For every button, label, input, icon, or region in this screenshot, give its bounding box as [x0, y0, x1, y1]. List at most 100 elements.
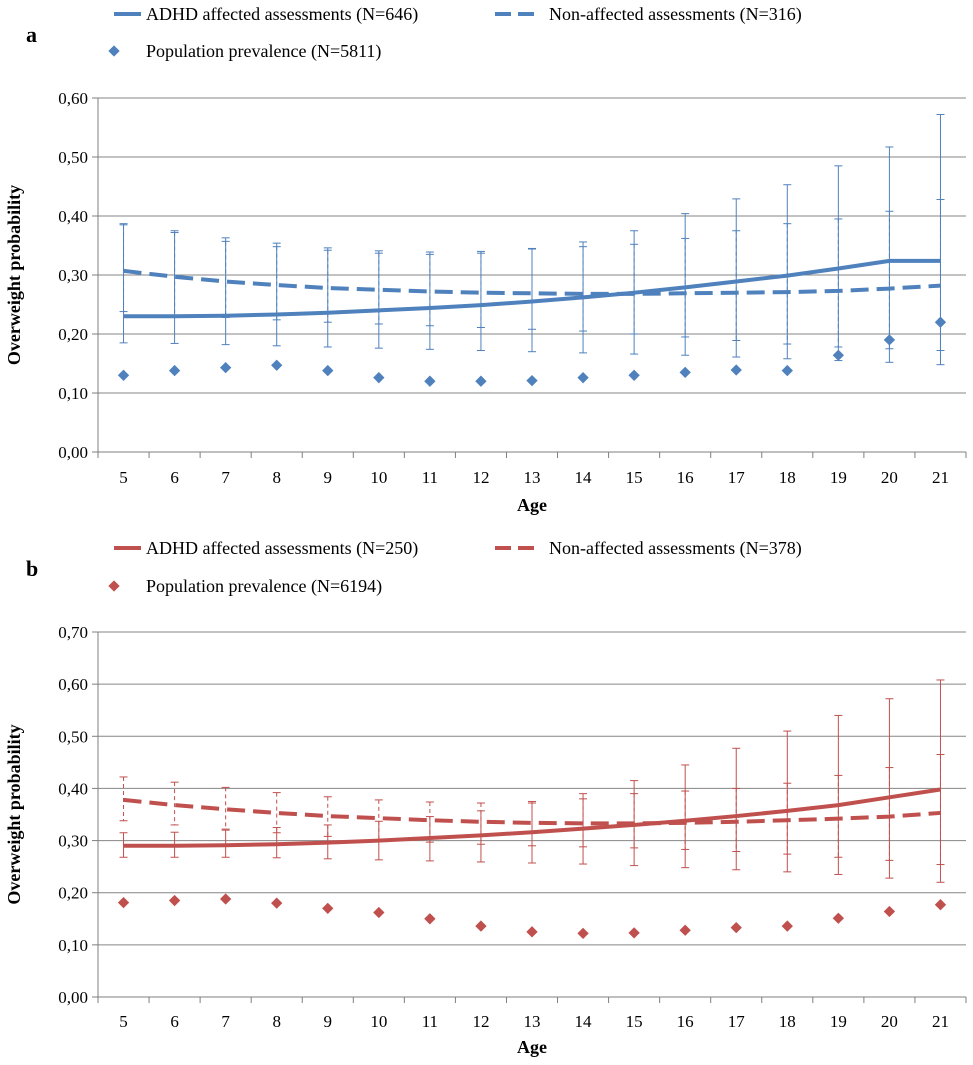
chart-a-population-diamond — [782, 365, 793, 376]
chart-b-x-axis-title: Age — [517, 1037, 547, 1057]
chart-b-x-tick-label: 6 — [170, 1012, 179, 1031]
chart-b-population-diamond — [169, 895, 180, 906]
chart-a-population-diamond — [118, 370, 129, 381]
chart-a-x-tick-label: 17 — [728, 468, 746, 487]
chart-b-population-diamond — [935, 899, 946, 910]
chart-b-x-tick-label: 19 — [830, 1012, 847, 1031]
chart-a-population-diamond — [220, 362, 231, 373]
chart-a-x-tick-label: 20 — [881, 468, 898, 487]
chart-b-x-tick-label: 21 — [932, 1012, 949, 1031]
chart-b-x-tick-label: 16 — [677, 1012, 694, 1031]
chart-a-population-diamond — [680, 367, 691, 378]
chart-a-y-tick-label: 0,30 — [58, 266, 88, 285]
chart-a-x-tick-label: 14 — [575, 468, 593, 487]
chart-a-legend-diamond-swatch — [108, 45, 119, 56]
chart-a-population-diamond — [884, 334, 895, 345]
chart-b-population-diamond — [322, 903, 333, 914]
chart-a-x-tick-label: 10 — [370, 468, 387, 487]
chart-a-panel-label: a — [26, 22, 37, 47]
chart-b-population-diamond — [220, 893, 231, 904]
chart-b-y-tick-label: 0,20 — [58, 884, 88, 903]
chart-a-x-tick-label: 9 — [324, 468, 333, 487]
chart-a-x-tick-label: 7 — [221, 468, 230, 487]
chart-b-y-axis-title: Overweight probability — [4, 724, 24, 904]
chart-a-legend-item-population: Population prevalence (N=5811) — [146, 41, 381, 62]
chart-a-population-diamond — [628, 370, 639, 381]
chart-a-x-tick-label: 19 — [830, 468, 847, 487]
chart-b-x-tick-label: 20 — [881, 1012, 898, 1031]
chart-b-population-diamond — [526, 926, 537, 937]
chart-a-population-diamond — [475, 376, 486, 387]
chart-b-population-diamond — [782, 920, 793, 931]
chart-a-x-tick-label: 8 — [272, 468, 281, 487]
chart-b-y-tick-label: 0,40 — [58, 779, 88, 798]
chart-b-x-tick-label: 18 — [779, 1012, 796, 1031]
chart-a-x-tick-label: 13 — [524, 468, 541, 487]
chart-b-panel-label: b — [26, 556, 38, 581]
chart-a-x-axis-title: Age — [517, 495, 547, 515]
chart-b-population-diamond — [577, 928, 588, 939]
chart-a-x-tick-label: 12 — [472, 468, 489, 487]
chart-a-y-tick-label: 0,50 — [58, 148, 88, 167]
chart-b-population-diamond — [628, 927, 639, 938]
chart-panel-b: b ADHD affected assessments (N=250) Non-af… — [0, 530, 973, 1060]
chart-b-y-tick-label: 0,60 — [58, 675, 88, 694]
chart-a-x-tick-label: 5 — [119, 468, 128, 487]
chart-b-y-tick-label: 0,00 — [58, 988, 88, 1007]
chart-a-legend-item-adhd: ADHD affected assessments (N=646) — [146, 4, 418, 25]
chart-a-legend-item-nonaffected: Non-affected assessments (N=316) — [549, 4, 802, 25]
chart-b-legend-diamond-swatch — [108, 580, 119, 591]
chart-b-x-tick-label: 8 — [272, 1012, 281, 1031]
chart-b-x-tick-label: 7 — [221, 1012, 230, 1031]
chart-a-population-diamond — [169, 365, 180, 376]
chart-b-population-diamond — [731, 922, 742, 933]
chart-b-population-diamond — [424, 913, 435, 924]
chart-a-y-tick-label: 0,00 — [58, 443, 88, 462]
chart-a-population-diamond — [935, 317, 946, 328]
chart-b-svg: b ADHD affected assessments (N=250) Non-af… — [0, 530, 973, 1060]
chart-a-x-tick-label: 6 — [170, 468, 179, 487]
chart-b-population-diamond — [475, 920, 486, 931]
chart-a-y-tick-label: 0,60 — [58, 89, 88, 108]
chart-b-x-tick-label: 5 — [119, 1012, 128, 1031]
chart-b-x-tick-label: 15 — [626, 1012, 643, 1031]
chart-b-x-tick-label: 17 — [728, 1012, 746, 1031]
chart-b-x-tick-label: 10 — [370, 1012, 387, 1031]
chart-b-legend-item-adhd: ADHD affected assessments (N=250) — [146, 538, 418, 559]
chart-b-x-tick-label: 11 — [422, 1012, 438, 1031]
chart-a-y-axis-title: Overweight probability — [4, 185, 24, 365]
chart-b-population-diamond — [680, 925, 691, 936]
chart-b-population-diamond — [118, 897, 129, 908]
chart-b-x-tick-label: 9 — [324, 1012, 333, 1031]
chart-b-population-diamond — [271, 897, 282, 908]
chart-a-x-tick-label: 21 — [932, 468, 949, 487]
chart-b-y-tick-label: 0,10 — [58, 936, 88, 955]
chart-a-population-diamond — [373, 372, 384, 383]
chart-a-population-diamond — [577, 372, 588, 383]
chart-a-y-tick-label: 0,20 — [58, 325, 88, 344]
chart-b-x-tick-label: 12 — [472, 1012, 489, 1031]
chart-a-population-diamond — [271, 360, 282, 371]
chart-b-population-diamond — [884, 906, 895, 917]
chart-a-population-diamond — [424, 376, 435, 387]
chart-a-svg: a ADHD affected assessments (N=646) Non-af… — [0, 0, 973, 530]
chart-a-y-tick-label: 0,40 — [58, 207, 88, 226]
chart-panel-a: a ADHD affected assessments (N=646) Non-af… — [0, 0, 973, 530]
chart-a-population-diamond — [322, 365, 333, 376]
chart-b-population-diamond — [373, 907, 384, 918]
chart-b-legend-item-nonaffected: Non-affected assessments (N=378) — [549, 538, 802, 559]
chart-a-population-diamond — [731, 364, 742, 375]
chart-a-y-tick-label: 0,10 — [58, 384, 88, 403]
chart-b-y-tick-label: 0,70 — [58, 623, 88, 642]
chart-a-population-diamond — [833, 350, 844, 361]
chart-a-population-diamond — [526, 375, 537, 386]
chart-b-legend-item-population: Population prevalence (N=6194) — [146, 576, 382, 597]
chart-a-x-tick-label: 18 — [779, 468, 796, 487]
chart-b-x-tick-label: 14 — [575, 1012, 593, 1031]
chart-b-y-tick-label: 0,30 — [58, 832, 88, 851]
chart-a-x-tick-label: 15 — [626, 468, 643, 487]
chart-b-x-tick-label: 13 — [524, 1012, 541, 1031]
chart-a-x-tick-label: 16 — [677, 468, 694, 487]
chart-a-x-tick-label: 11 — [422, 468, 438, 487]
chart-b-y-tick-label: 0,50 — [58, 727, 88, 746]
